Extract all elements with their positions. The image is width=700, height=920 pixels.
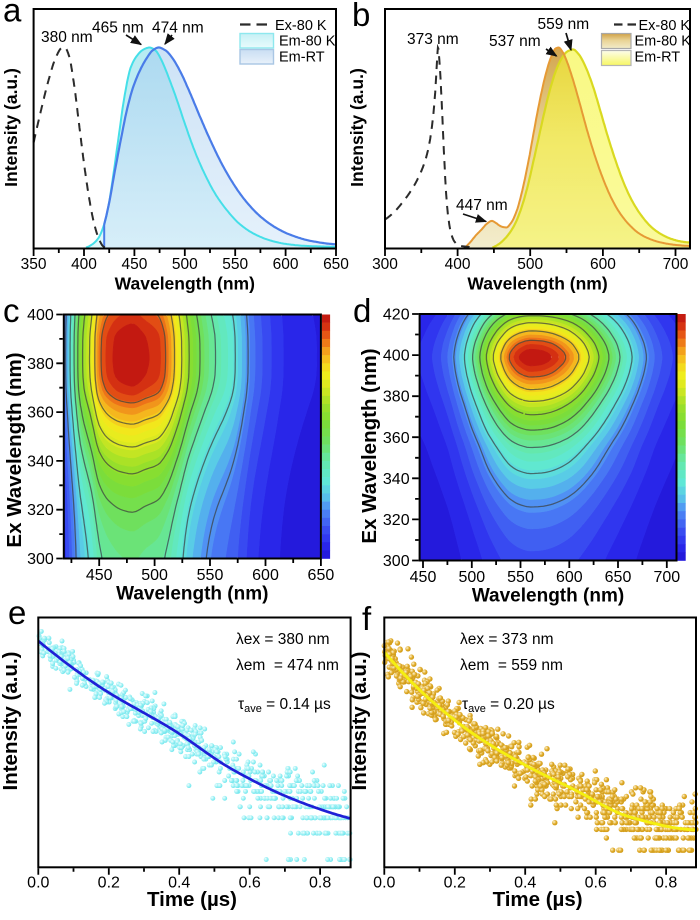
svg-text:550: 550: [222, 256, 248, 273]
svg-text:λex = 373 nm: λex = 373 nm: [460, 631, 553, 648]
svg-text:400: 400: [71, 256, 97, 273]
svg-text:420: 420: [383, 307, 410, 324]
svg-text:0.2: 0.2: [98, 874, 120, 891]
svg-text:474 nm: 474 nm: [152, 20, 204, 37]
svg-text:c: c: [3, 292, 20, 329]
svg-text:Ex-80 K: Ex-80 K: [275, 18, 327, 34]
svg-text:340: 340: [383, 471, 410, 488]
svg-text:400: 400: [27, 307, 54, 324]
svg-text:400: 400: [383, 348, 410, 365]
svg-text:465 nm: 465 nm: [92, 20, 144, 37]
svg-text:0.8: 0.8: [655, 874, 677, 891]
svg-text:450: 450: [86, 567, 113, 584]
svg-text:λem = 474 nm: λem = 474 nm: [236, 657, 339, 674]
svg-text:559 nm: 559 nm: [538, 16, 590, 33]
svg-text:700: 700: [663, 256, 689, 273]
svg-text:380 nm: 380 nm: [41, 29, 93, 46]
svg-text:Intensity (a.u.): Intensity (a.u.): [348, 652, 371, 791]
svg-text:300: 300: [372, 256, 398, 273]
svg-text:537 nm: 537 nm: [489, 33, 541, 50]
svg-text:500: 500: [458, 569, 485, 586]
svg-text:0.4: 0.4: [514, 874, 536, 891]
svg-text:300: 300: [383, 553, 410, 570]
svg-text:300: 300: [27, 551, 54, 568]
svg-text:Em-80 K: Em-80 K: [635, 34, 692, 50]
svg-text:Em-RT: Em-RT: [279, 50, 325, 66]
svg-text:Wavelength (nm): Wavelength (nm): [115, 274, 255, 294]
svg-text:a: a: [3, 0, 22, 29]
svg-text:600: 600: [590, 256, 616, 273]
svg-text:500: 500: [141, 567, 168, 584]
svg-text:Ex Wavelength (nm): Ex Wavelength (nm): [3, 352, 26, 547]
svg-text:600: 600: [252, 567, 279, 584]
svg-text:0.0: 0.0: [27, 874, 49, 891]
svg-text:Em-80 K: Em-80 K: [279, 34, 336, 50]
svg-text:500: 500: [517, 256, 543, 273]
svg-text:b: b: [352, 0, 370, 33]
svg-text:450: 450: [121, 256, 147, 273]
svg-text:λem = 559 nm: λem = 559 nm: [460, 657, 563, 674]
svg-text:450: 450: [410, 569, 437, 586]
svg-text:550: 550: [507, 569, 534, 586]
svg-text:600: 600: [273, 256, 299, 273]
svg-text:Wavelength (nm): Wavelength (nm): [472, 586, 624, 607]
svg-text:380: 380: [27, 356, 54, 373]
svg-text:373 nm: 373 nm: [407, 31, 459, 48]
svg-text:Intensity (a.u.): Intensity (a.u.): [1, 68, 21, 187]
svg-text:0.6: 0.6: [239, 874, 261, 891]
svg-text:τave = 0.14 µs: τave = 0.14 µs: [238, 696, 331, 715]
svg-text:Intensity (a.u.): Intensity (a.u.): [347, 68, 367, 187]
svg-text:Wavelength (nm): Wavelength (nm): [116, 584, 268, 605]
svg-text:0.8: 0.8: [309, 874, 331, 891]
svg-text:Time (µs): Time (µs): [493, 888, 583, 911]
svg-text:d: d: [353, 292, 371, 329]
svg-text:650: 650: [605, 569, 632, 586]
svg-text:Ex Wavelength (nm): Ex Wavelength (nm): [358, 348, 381, 543]
svg-text:400: 400: [445, 256, 471, 273]
svg-text:Intensity (a.u.): Intensity (a.u.): [0, 652, 22, 791]
svg-text:0.0: 0.0: [373, 874, 395, 891]
svg-text:360: 360: [27, 405, 54, 422]
svg-text:360: 360: [383, 430, 410, 447]
svg-text:700: 700: [653, 569, 680, 586]
svg-text:Ex-80 K: Ex-80 K: [639, 18, 691, 34]
svg-text:Time (µs): Time (µs): [147, 888, 237, 911]
svg-text:0.2: 0.2: [444, 874, 466, 891]
svg-text:Wavelength (nm): Wavelength (nm): [467, 274, 607, 294]
svg-text:0.6: 0.6: [585, 874, 607, 891]
svg-text:e: e: [8, 594, 26, 631]
svg-text:τave = 0.20 µs: τave = 0.20 µs: [462, 696, 555, 715]
svg-text:Em-RT: Em-RT: [635, 50, 681, 66]
svg-text:500: 500: [172, 256, 198, 273]
svg-text:447 nm: 447 nm: [456, 197, 508, 214]
svg-text:650: 650: [323, 256, 349, 273]
svg-text:380: 380: [383, 389, 410, 406]
svg-text:550: 550: [197, 567, 224, 584]
svg-text:λex = 380 nm: λex = 380 nm: [236, 631, 329, 648]
svg-text:650: 650: [308, 567, 335, 584]
svg-text:350: 350: [21, 256, 47, 273]
svg-text:600: 600: [556, 569, 583, 586]
svg-text:320: 320: [27, 502, 54, 519]
svg-text:0.4: 0.4: [168, 874, 190, 891]
svg-text:f: f: [362, 600, 372, 637]
svg-text:340: 340: [27, 453, 54, 470]
svg-text:320: 320: [383, 512, 410, 529]
